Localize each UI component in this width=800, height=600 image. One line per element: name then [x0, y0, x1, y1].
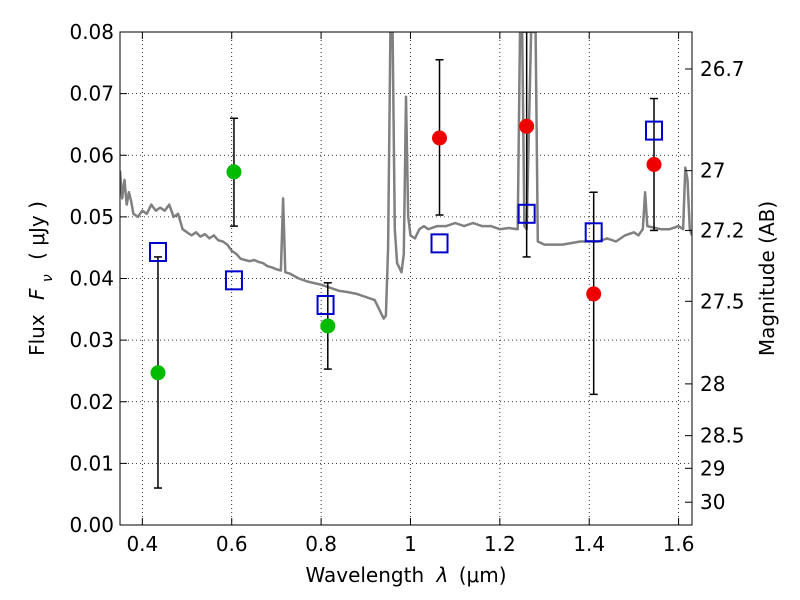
green-data-point	[320, 318, 336, 334]
x-tick-label: 0.6	[216, 532, 248, 556]
x-tick-label: 1.4	[573, 532, 605, 556]
mag-tick-label: 28	[700, 372, 725, 396]
mag-tick-label: 28.5	[700, 424, 745, 448]
red-data-point	[519, 118, 535, 134]
model-box-marker	[148, 242, 167, 263]
red-data-point	[432, 130, 448, 146]
y-axis-title-subscript: ν	[40, 274, 56, 282]
model-box-marker	[430, 233, 449, 254]
mag-tick-label: 26.7	[700, 57, 745, 81]
x-tick-label: 1.6	[663, 532, 695, 556]
x-axis-title-unit: (μm)	[459, 563, 507, 587]
y-tick-label: 0.04	[69, 267, 114, 291]
green-data-point	[226, 164, 242, 180]
model-box-marker	[645, 120, 664, 141]
y-tick-label: 0.07	[69, 82, 114, 106]
y-tick-label: 0.01	[69, 451, 114, 475]
mag-tick-label: 27	[700, 159, 725, 183]
y-axis-title-unit: ( μJy )	[25, 201, 49, 260]
y-tick-label: 0.05	[69, 205, 114, 229]
x-axis-title-symbol: λ	[436, 563, 449, 587]
y-tick-label: 0.03	[69, 328, 114, 352]
spectrum-line	[120, 32, 692, 320]
green-data-point	[150, 365, 166, 381]
model-box-marker	[517, 203, 536, 224]
red-data-point	[586, 286, 602, 302]
y-axis-title-prefix: Flux	[25, 314, 49, 356]
mag-tick-label: 29	[700, 456, 725, 480]
y-tick-label: 0.06	[69, 143, 114, 167]
x-axis-title-prefix: Wavelength	[305, 563, 424, 587]
x-tick-label: 0.8	[305, 532, 337, 556]
x-tick-label: 1.2	[484, 532, 516, 556]
mag-tick-label: 27.2	[700, 218, 745, 242]
red-data-point	[646, 156, 662, 172]
x-tick-label: 0.4	[126, 532, 158, 556]
y-tick-label: 0.02	[69, 390, 114, 414]
y-tick-label: 0.08	[69, 20, 114, 44]
y2-axis-title: Magnitude (AB)	[755, 201, 779, 356]
plot-area	[120, 32, 692, 489]
x-axis-title: Wavelength λ (μm)	[305, 563, 506, 587]
model-box-marker	[316, 294, 335, 315]
y-tick-label: 0.00	[69, 513, 114, 537]
mag-tick-label: 30	[700, 490, 725, 514]
model-box-marker	[584, 222, 603, 243]
mag-tick-label: 27.5	[700, 289, 745, 313]
ticks: 0.4 0.6 0.8 1 1.2 1.4 1.6 0.00 0.01 0.02 0.03 0.04 0…	[69, 20, 744, 556]
model-box-marker	[224, 270, 243, 291]
x-tick-label: 1	[404, 532, 417, 556]
y-axis-title: Flux F ν ( μJy )	[25, 201, 56, 356]
y-axis-title-symbol: F	[25, 288, 49, 300]
